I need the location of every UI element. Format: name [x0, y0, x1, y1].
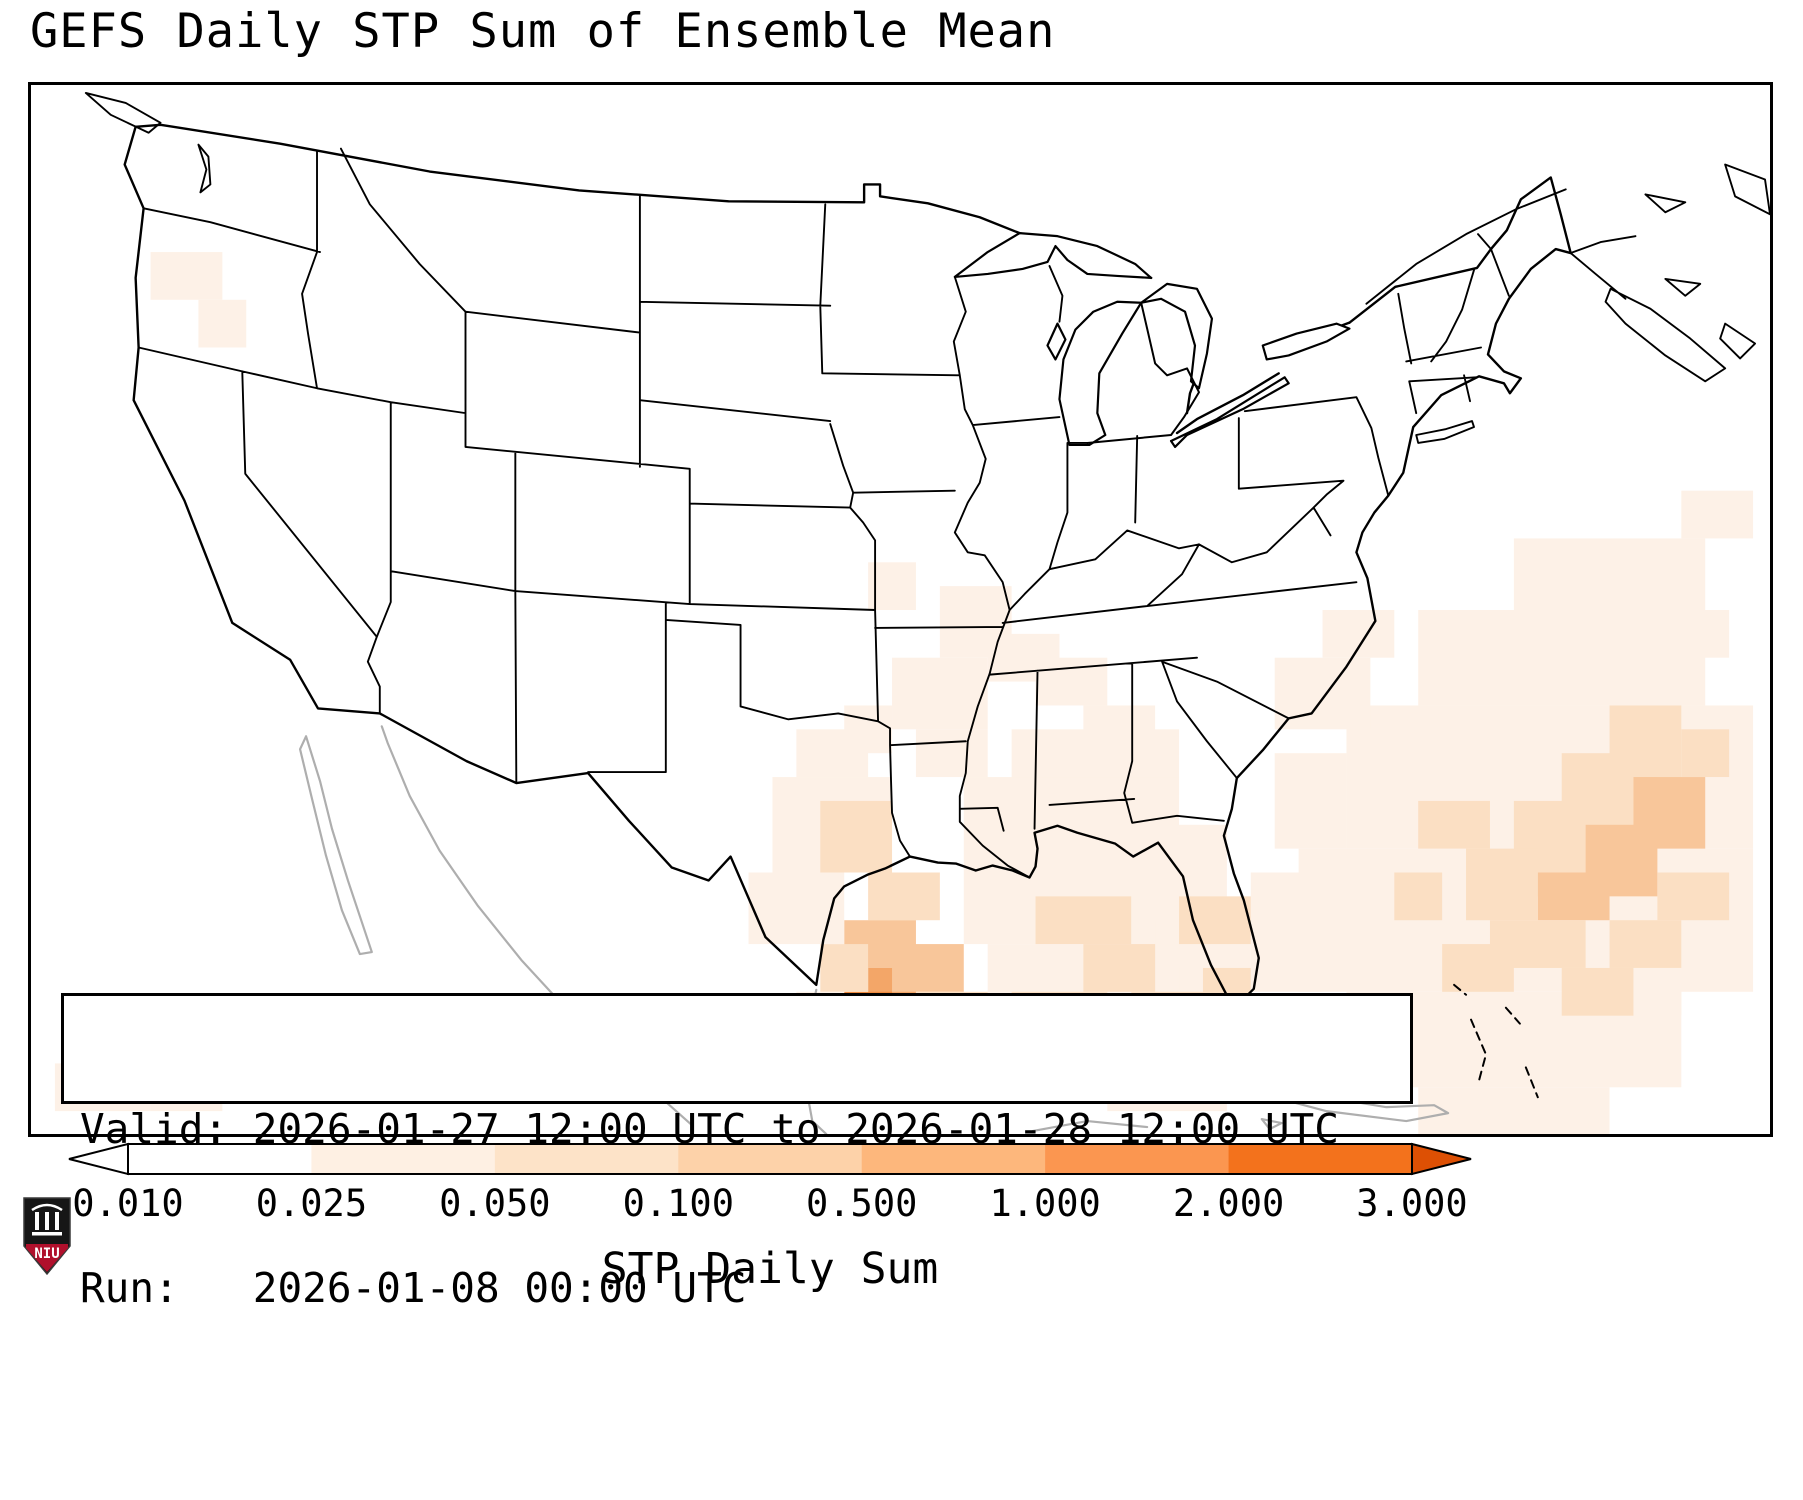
stp-cell: [1609, 920, 1682, 968]
stp-cell: [1537, 872, 1610, 921]
stp-cell: [1035, 657, 1108, 706]
us-coastline: [123, 125, 1572, 1010]
stp-cell: [1083, 944, 1156, 992]
stp-cell: [150, 252, 223, 300]
colorbar-segment: [1045, 1144, 1230, 1174]
colorbar-tick: 1.000: [989, 1182, 1101, 1225]
map-frame: Valid: 2026-01-27 12:00 UTC to 2026-01-2…: [28, 82, 1773, 1312]
colorbar: [68, 1142, 1472, 1176]
colorbar-segment: [678, 1144, 863, 1174]
stp-cell: [1561, 967, 1634, 1016]
stp-cell: [1609, 705, 1682, 778]
stp-cell: [868, 872, 940, 921]
niu-logo: NIU: [22, 1196, 72, 1276]
colorbar-segment: [311, 1144, 496, 1174]
colorbar-segment: [494, 1144, 679, 1174]
stp-cell: [1681, 609, 1730, 658]
colorbar-tick-labels: 0.010 0.025 0.050 0.100 0.500 1.000 2.000 3.000: [68, 1182, 1472, 1228]
colorbar-tick: 2.000: [1172, 1182, 1285, 1225]
michigan-outline: [1086, 301, 1200, 444]
colorbar-tick: 3.000: [1356, 1182, 1468, 1225]
great-lakes: [953, 232, 1351, 449]
niu-logo-text: NIU: [34, 1246, 59, 1262]
stp-cell: [1322, 609, 1395, 658]
stp-cell: [1083, 705, 1156, 754]
stp-cell: [1442, 944, 1514, 992]
stp-cell: [1681, 490, 1754, 539]
stp-cell: [1250, 872, 1323, 992]
stp-cell: [892, 944, 964, 992]
long-island: [1415, 420, 1475, 444]
stp-cell: [1418, 800, 1490, 849]
stp-cell: [1633, 967, 1682, 1016]
stp-cell: [820, 944, 869, 992]
stp-cell: [892, 657, 988, 730]
colorbar-tick: 0.010: [72, 1182, 184, 1225]
figure-title: GEFS Daily STP Sum of Ensemble Mean: [30, 4, 1056, 59]
colorbar-segment: [1228, 1144, 1413, 1174]
stp-cell: [198, 299, 247, 348]
colorbar-under-arrow: [68, 1142, 129, 1176]
stp-cell: [1274, 753, 1347, 849]
validity-info-box: Valid: 2026-01-27 12:00 UTC to 2026-01-2…: [61, 993, 1413, 1312]
colorbar-gradient: [68, 1142, 1472, 1176]
stp-cell: [1657, 872, 1730, 921]
geography-layer: [84, 92, 1770, 1134]
state-borders: [137, 147, 1510, 879]
us-map: [54, 92, 1770, 1134]
colorbar-label: STP Daily Sum: [601, 1244, 939, 1294]
stp-cell: [868, 562, 916, 610]
stp-cell: [1179, 896, 1251, 945]
stp-cell: [1466, 848, 1538, 921]
colorbar-tick: 0.500: [806, 1182, 918, 1225]
colorbar-tick: 0.050: [439, 1182, 551, 1225]
stp-cell: [1418, 1087, 1610, 1134]
niu-shield-icon: NIU: [23, 1197, 71, 1276]
colorbar-segment: [128, 1144, 313, 1174]
stp-cell: [1035, 896, 1132, 945]
canada-coastline: [84, 92, 1770, 383]
run-line: Run: 2026-01-08 00:00 UTC: [80, 1264, 747, 1312]
colorbar-tick: 0.100: [622, 1182, 734, 1225]
stp-cell: [1513, 538, 1706, 610]
stp-cell: [844, 705, 893, 754]
stp-cell: [820, 800, 893, 873]
bahamas-islands: [1178, 983, 1539, 1099]
stp-cell: [1633, 777, 1706, 849]
stp-cell: [1418, 609, 1706, 706]
colorbar-over-arrow: [1411, 1142, 1472, 1176]
stp-cell: [1394, 872, 1443, 921]
stp-cell: [1681, 729, 1730, 778]
stp-cell: [915, 729, 988, 778]
colorbar-tick: 0.025: [255, 1182, 368, 1225]
colorbar-segment: [861, 1144, 1046, 1174]
